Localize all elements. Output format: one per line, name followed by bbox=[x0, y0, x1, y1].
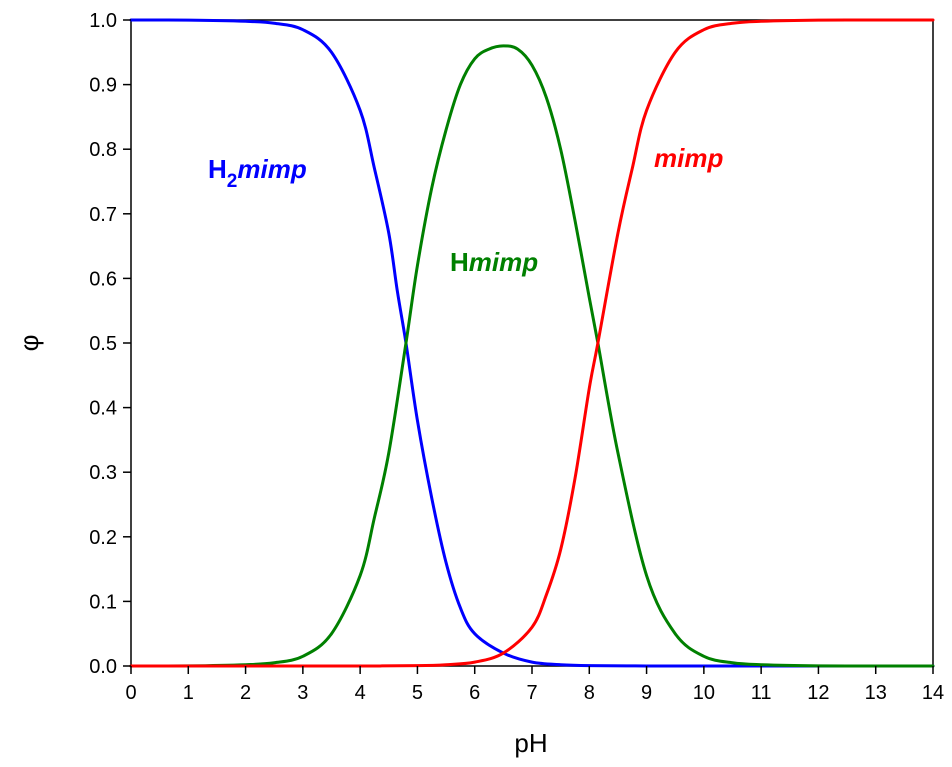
y-tick-label: 0.0 bbox=[89, 656, 117, 678]
series-label-hmimp: Hmimp bbox=[450, 247, 538, 277]
x-tick-label: 14 bbox=[922, 682, 944, 704]
x-tick-label: 1 bbox=[183, 682, 194, 704]
x-tick-label: 8 bbox=[584, 682, 595, 704]
x-tick-label: 10 bbox=[693, 682, 715, 704]
y-tick-label: 0.1 bbox=[89, 591, 117, 613]
series-line-hmimp bbox=[129, 44, 935, 668]
series-label-h2mimp-italic: mimp bbox=[237, 154, 306, 184]
x-tick-label: 12 bbox=[807, 682, 829, 704]
curves bbox=[129, 18, 935, 668]
x-tick-label: 13 bbox=[865, 682, 887, 704]
y-tick-label: 0.4 bbox=[89, 398, 117, 420]
x-tick-label: 4 bbox=[355, 682, 366, 704]
y-tick-label: 0.9 bbox=[89, 75, 117, 97]
y-tick-label: 1.0 bbox=[89, 10, 117, 32]
y-tick-label: 0.2 bbox=[89, 527, 117, 549]
plot-area bbox=[130, 19, 934, 667]
y-tick-label: 0.8 bbox=[89, 139, 117, 161]
x-axis-ticks: 0 1 2 3 4 5 6 7 8 9 10 11 12 13 14 bbox=[125, 666, 944, 704]
series-label-h2mimp: H2mimp bbox=[208, 154, 307, 192]
x-tick-label: 9 bbox=[641, 682, 652, 704]
series-label-h2mimp-main: H bbox=[208, 154, 227, 184]
y-axis-ticks: 0.0 0.1 0.2 0.3 0.4 0.5 0.6 0.7 0.8 0.9 1.0 bbox=[89, 10, 131, 678]
y-axis-title: φ bbox=[14, 335, 44, 352]
x-tick-label: 2 bbox=[240, 682, 251, 704]
series-label-mimp: mimp bbox=[654, 143, 723, 173]
series-label-hmimp-italic: mimp bbox=[469, 247, 538, 277]
x-tick-label: 7 bbox=[526, 682, 537, 704]
y-tick-label: 0.5 bbox=[89, 333, 117, 355]
plot-frame bbox=[130, 19, 934, 667]
series-line-mimp bbox=[129, 18, 935, 668]
series-label-h2mimp-subscript: 2 bbox=[227, 171, 238, 192]
x-tick-label: 11 bbox=[751, 682, 772, 704]
x-axis-title: pH bbox=[514, 728, 547, 758]
x-tick-label: 6 bbox=[469, 682, 480, 704]
x-tick-label: 3 bbox=[297, 682, 308, 704]
y-tick-label: 0.3 bbox=[89, 462, 117, 484]
series-label-mimp-italic: mimp bbox=[654, 143, 723, 173]
x-tick-label: 5 bbox=[412, 682, 423, 704]
series-label-hmimp-main: H bbox=[450, 247, 469, 277]
series-line-h2mimp bbox=[129, 18, 935, 668]
x-tick-label: 0 bbox=[125, 682, 136, 704]
y-tick-label: 0.6 bbox=[89, 268, 117, 290]
y-tick-label: 0.7 bbox=[89, 204, 117, 226]
